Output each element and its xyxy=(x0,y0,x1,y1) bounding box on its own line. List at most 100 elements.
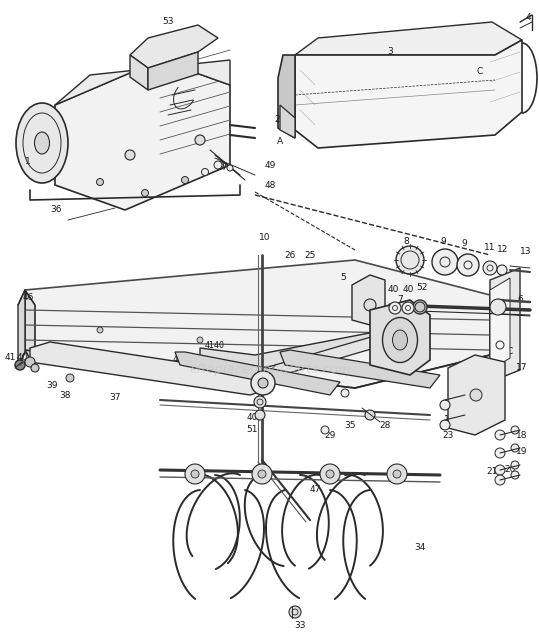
Circle shape xyxy=(96,179,103,186)
Circle shape xyxy=(25,357,35,367)
Circle shape xyxy=(142,189,149,197)
Text: 34: 34 xyxy=(414,544,426,553)
Circle shape xyxy=(289,606,301,618)
Circle shape xyxy=(415,302,425,312)
Text: 23: 23 xyxy=(443,431,454,440)
Text: 53: 53 xyxy=(162,17,174,27)
Ellipse shape xyxy=(34,132,50,154)
Text: 7: 7 xyxy=(397,295,403,304)
Polygon shape xyxy=(280,350,440,388)
Circle shape xyxy=(326,470,334,478)
Text: 39: 39 xyxy=(46,380,58,390)
Text: 13: 13 xyxy=(520,248,532,256)
Circle shape xyxy=(202,168,209,175)
Text: 19: 19 xyxy=(516,447,528,457)
Text: 9: 9 xyxy=(440,237,446,246)
Circle shape xyxy=(387,464,407,484)
Ellipse shape xyxy=(413,300,427,314)
Polygon shape xyxy=(265,330,395,380)
Circle shape xyxy=(495,448,505,458)
Circle shape xyxy=(511,444,519,452)
Text: 40: 40 xyxy=(16,353,27,362)
Polygon shape xyxy=(352,275,385,325)
Circle shape xyxy=(258,470,266,478)
Polygon shape xyxy=(175,352,340,395)
Circle shape xyxy=(191,470,199,478)
Text: 37: 37 xyxy=(109,394,121,403)
Text: 48: 48 xyxy=(264,181,275,189)
Circle shape xyxy=(440,400,450,410)
Polygon shape xyxy=(30,342,265,395)
Polygon shape xyxy=(280,105,295,138)
Circle shape xyxy=(393,470,401,478)
Text: 23: 23 xyxy=(447,403,459,413)
Text: 10: 10 xyxy=(259,234,271,242)
Circle shape xyxy=(440,420,450,430)
Circle shape xyxy=(254,396,266,408)
Ellipse shape xyxy=(432,249,458,275)
Text: C: C xyxy=(507,348,513,357)
Circle shape xyxy=(397,342,403,348)
Ellipse shape xyxy=(392,330,407,350)
Text: 40: 40 xyxy=(246,413,258,422)
Polygon shape xyxy=(490,278,510,370)
Text: 12: 12 xyxy=(497,246,509,255)
Polygon shape xyxy=(130,25,218,68)
Circle shape xyxy=(125,150,135,160)
Circle shape xyxy=(251,371,275,395)
Polygon shape xyxy=(25,290,35,368)
Ellipse shape xyxy=(457,254,479,276)
Text: 38: 38 xyxy=(59,390,71,399)
Polygon shape xyxy=(130,55,148,90)
Text: 36: 36 xyxy=(50,205,62,214)
Polygon shape xyxy=(200,330,385,370)
Circle shape xyxy=(214,161,222,169)
Polygon shape xyxy=(148,52,198,90)
Circle shape xyxy=(483,261,497,275)
Circle shape xyxy=(495,475,505,485)
Circle shape xyxy=(31,364,39,372)
Text: 8: 8 xyxy=(403,237,409,246)
Circle shape xyxy=(258,378,268,388)
Text: 5: 5 xyxy=(340,274,346,283)
Circle shape xyxy=(341,389,349,397)
Polygon shape xyxy=(295,22,522,55)
Text: 40: 40 xyxy=(402,285,414,295)
Text: 41: 41 xyxy=(4,353,16,362)
Text: 11: 11 xyxy=(484,244,496,253)
Circle shape xyxy=(185,464,205,484)
Circle shape xyxy=(511,461,519,469)
Circle shape xyxy=(217,161,224,168)
Text: 45: 45 xyxy=(172,355,184,364)
Text: 51: 51 xyxy=(246,426,258,434)
Circle shape xyxy=(255,410,265,420)
Circle shape xyxy=(495,465,505,475)
Text: 49: 49 xyxy=(264,161,275,170)
Polygon shape xyxy=(448,355,505,435)
Circle shape xyxy=(197,337,203,343)
Text: 18: 18 xyxy=(516,431,528,440)
Text: 17: 17 xyxy=(516,364,528,373)
Polygon shape xyxy=(295,40,522,148)
Text: 47: 47 xyxy=(309,486,321,494)
Circle shape xyxy=(511,471,519,479)
Text: 27: 27 xyxy=(216,163,227,172)
Text: 2: 2 xyxy=(487,396,493,404)
Text: 12: 12 xyxy=(444,415,455,424)
Polygon shape xyxy=(370,300,430,375)
Circle shape xyxy=(497,265,507,275)
Text: 24: 24 xyxy=(274,115,286,124)
Ellipse shape xyxy=(383,318,418,362)
Text: eReplacementParts.com: eReplacementParts.com xyxy=(189,364,351,376)
Polygon shape xyxy=(25,260,490,388)
Circle shape xyxy=(97,327,103,333)
Text: 6: 6 xyxy=(517,295,523,304)
Polygon shape xyxy=(55,60,230,105)
Text: 42: 42 xyxy=(70,348,81,357)
Circle shape xyxy=(389,302,401,314)
Text: 40: 40 xyxy=(388,285,399,295)
Circle shape xyxy=(66,374,74,382)
Text: C: C xyxy=(477,68,483,77)
Text: 29: 29 xyxy=(324,431,336,440)
Circle shape xyxy=(227,165,233,171)
